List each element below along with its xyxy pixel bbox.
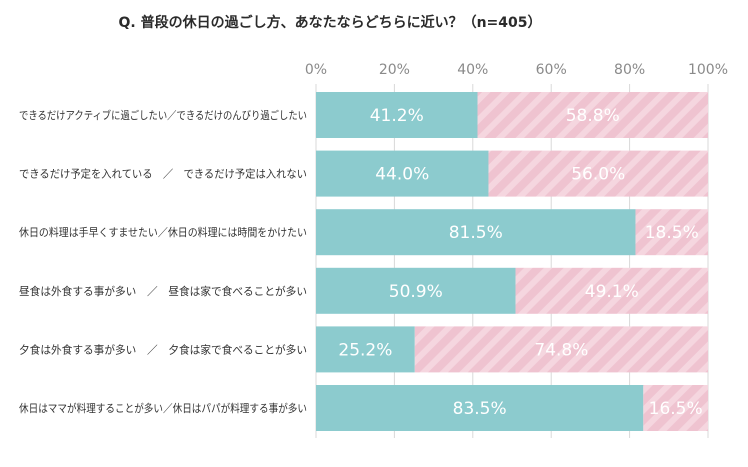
data-label: 50.9%	[389, 282, 443, 302]
bar-segment-left	[316, 326, 415, 373]
category-label: できるだけ予定を入れている ／ できるだけ予定は入れない	[19, 167, 307, 181]
bar-segment-right	[477, 92, 708, 138]
bar-segment-left	[316, 92, 478, 138]
bar-segment-right	[643, 385, 708, 431]
category-label: 夕食は外食する事が多い ／ 夕食は家で食べることが多い	[19, 342, 307, 356]
x-axis-ticks: 0% 20% 40% 60% 80% 100%	[305, 62, 728, 78]
data-label: 49.1%	[585, 282, 639, 302]
category-label: できるだけアクティブに過ごしたい／できるだけのんびり過ごしたい	[19, 108, 307, 122]
bar-segment-right	[488, 150, 708, 197]
data-label: 18.5%	[645, 223, 699, 243]
chart-title: Q. 普段の休日の過ごし方、あなたならどちらに近い？（n=405）	[118, 14, 541, 31]
x-tick-label: 100%	[688, 62, 728, 78]
data-label: 58.8%	[566, 106, 620, 126]
grid-lines	[315, 84, 709, 438]
data-label: 41.2%	[370, 106, 424, 126]
bar-segment-left	[316, 150, 489, 197]
bar-segment-right	[635, 209, 708, 256]
category-label: 休日の料理は手早くすませたい／休日の料理には時間をかけたい	[19, 225, 307, 239]
bars: 41.2% 58.8% 44.0% 56.0% 81.5% 18.5% 50.9% 49.1%…	[316, 92, 708, 431]
data-label: 74.8%	[534, 340, 588, 360]
bar-segment-right	[414, 326, 708, 373]
x-tick-label: 40%	[457, 62, 488, 78]
data-label: 44.0%	[375, 165, 429, 185]
bar-segment-right	[515, 267, 708, 314]
bar-segment-left	[316, 267, 516, 314]
x-tick-label: 0%	[305, 62, 327, 78]
x-tick-label: 60%	[536, 62, 567, 78]
data-label: 16.5%	[649, 399, 703, 419]
x-tick-label: 80%	[614, 62, 645, 78]
category-labels: できるだけアクティブに過ごしたい／できるだけのんびり過ごしたいできるだけ予定を入…	[19, 108, 307, 415]
data-label: 25.2%	[338, 340, 392, 360]
bar-segment-left	[316, 209, 636, 256]
category-label: 昼食は外食する事が多い ／ 昼食は家で食べることが多い	[19, 284, 307, 298]
x-tick-label: 20%	[379, 62, 410, 78]
category-label: 休日はママが料理することが多い／休日はパパが料理する事が多い	[19, 401, 307, 415]
bar-segment-left	[316, 385, 644, 431]
data-label: 83.5%	[453, 399, 507, 419]
data-label: 81.5%	[449, 223, 503, 243]
data-label: 56.0%	[571, 165, 625, 185]
